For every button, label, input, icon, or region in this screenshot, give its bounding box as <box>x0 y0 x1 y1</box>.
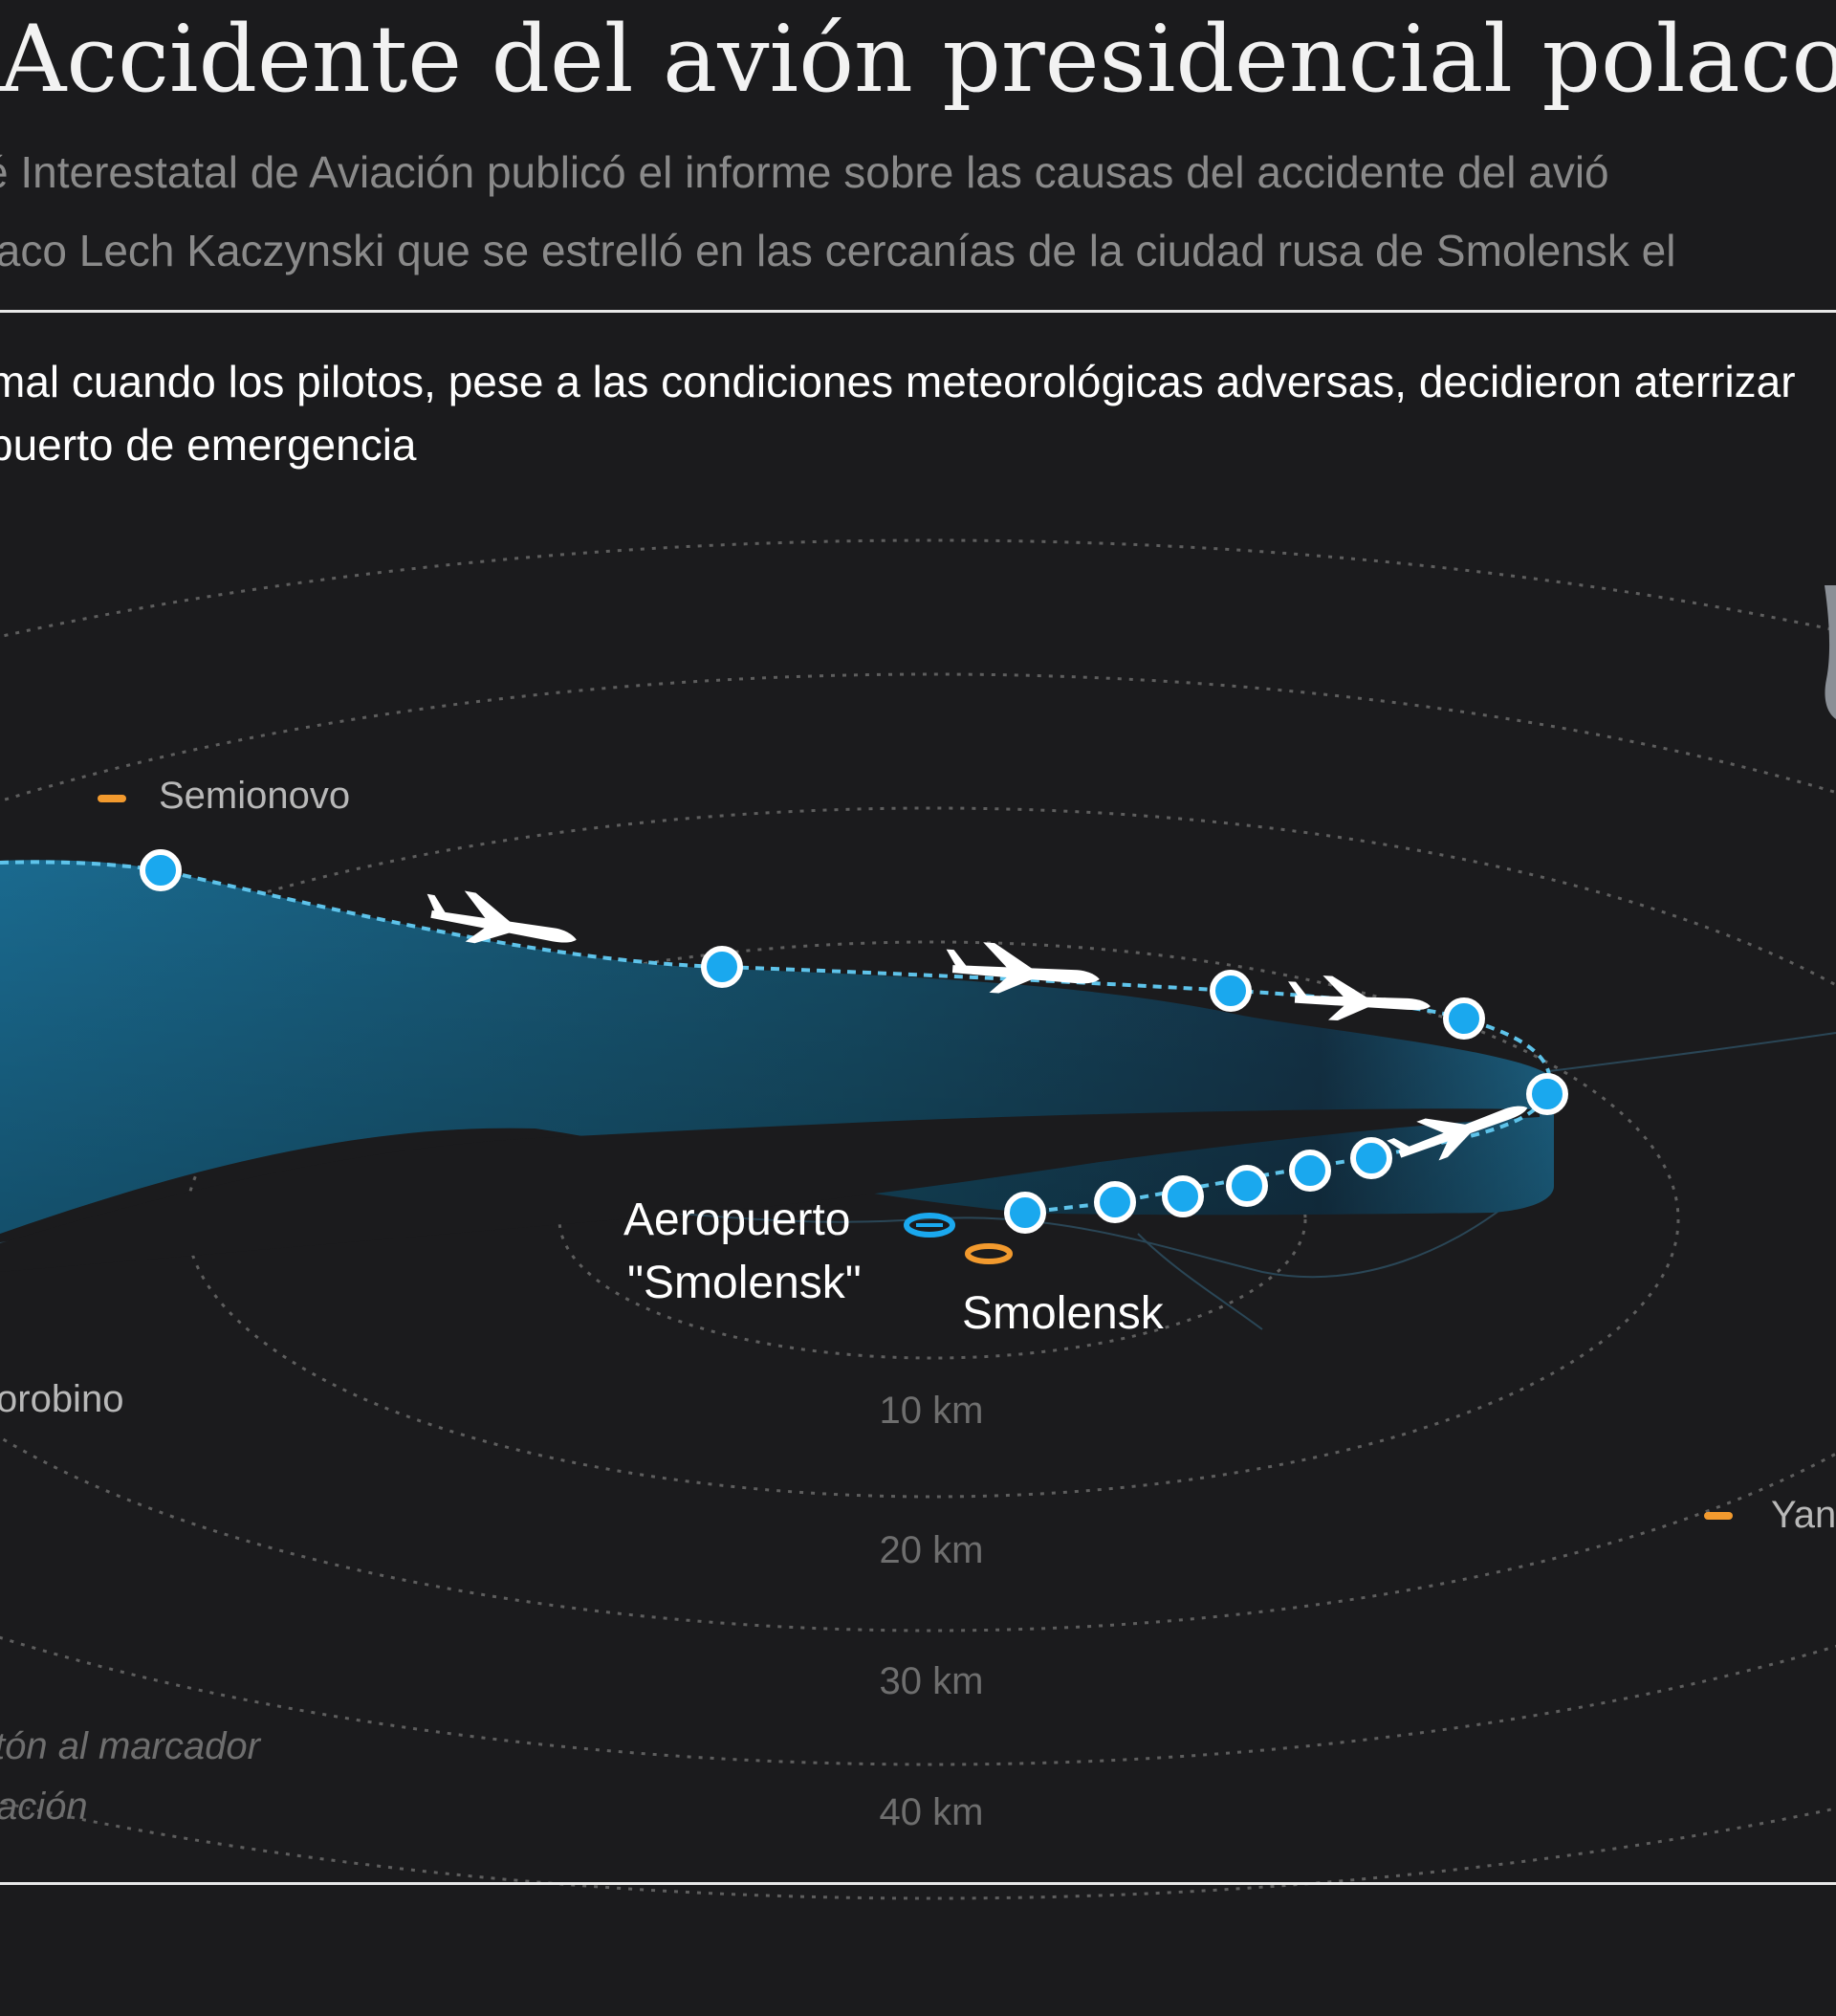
landmass-fragment <box>1825 585 1836 719</box>
plane-icons <box>426 890 1528 1161</box>
distance-rings <box>0 538 1836 1900</box>
subtitle-line-2: olaco Lech Kaczynski que se estrelló en … <box>0 226 1676 275</box>
smolensk-marker[interactable] <box>965 1243 1013 1264</box>
ring-label-40km: 40 km <box>880 1791 984 1833</box>
waypoints[interactable] <box>140 849 1568 1234</box>
description-line-2: puerto de emergencia <box>0 420 417 470</box>
top-divider <box>0 310 1836 313</box>
hint-line-1: tón al marcador <box>0 1725 262 1767</box>
bottom-divider <box>0 1882 1836 1885</box>
waypoint-marker[interactable] <box>1162 1175 1204 1217</box>
waypoint-marker[interactable] <box>1289 1150 1331 1192</box>
waypoint-marker[interactable] <box>1210 970 1252 1012</box>
ring-label-20km: 20 km <box>880 1529 984 1571</box>
label-airport-line1: Aeropuerto <box>623 1194 851 1245</box>
hint-line-2: ación <box>0 1786 88 1828</box>
waypoint-marker[interactable] <box>1443 997 1485 1040</box>
ring-label-10km: 10 km <box>880 1390 984 1432</box>
description-line-1: mal cuando los pilotos, pese a las condi… <box>0 357 1796 406</box>
plane-icon <box>426 890 577 944</box>
subtitle-line-1: ité Interestatal de Aviación publicó el … <box>0 147 1609 197</box>
ring-label-30km: 30 km <box>880 1660 984 1702</box>
label-semionovo: Semionovo <box>159 775 350 817</box>
ring-20km <box>185 940 1680 1499</box>
yan-marker[interactable] <box>1704 1512 1733 1520</box>
waypoint-marker[interactable] <box>1350 1137 1392 1179</box>
plane-icon <box>1288 975 1431 1021</box>
waypoint-marker[interactable] <box>1094 1181 1136 1223</box>
page-title: Accidente del avión presidencial polaco <box>0 6 1836 113</box>
waypoint-marker[interactable] <box>1526 1073 1568 1115</box>
waypoint-marker[interactable] <box>701 946 743 988</box>
ring-10km <box>557 1079 1307 1360</box>
label-orobino: orobino <box>0 1378 123 1420</box>
plane-icon <box>1387 1106 1528 1161</box>
waypoint-marker[interactable] <box>1226 1165 1268 1207</box>
airport-marker[interactable] <box>904 1213 955 1238</box>
label-airport-line2: "Smolensk" <box>627 1258 862 1308</box>
waypoint-marker[interactable] <box>140 849 182 891</box>
label-yan: Yan <box>1771 1494 1836 1536</box>
semionovo-marker[interactable] <box>98 795 126 802</box>
plane-icon <box>946 942 1100 994</box>
label-smolensk: Smolensk <box>962 1288 1165 1339</box>
waypoint-marker[interactable] <box>1004 1192 1046 1234</box>
corridor-inner-edge <box>0 1108 1540 1272</box>
